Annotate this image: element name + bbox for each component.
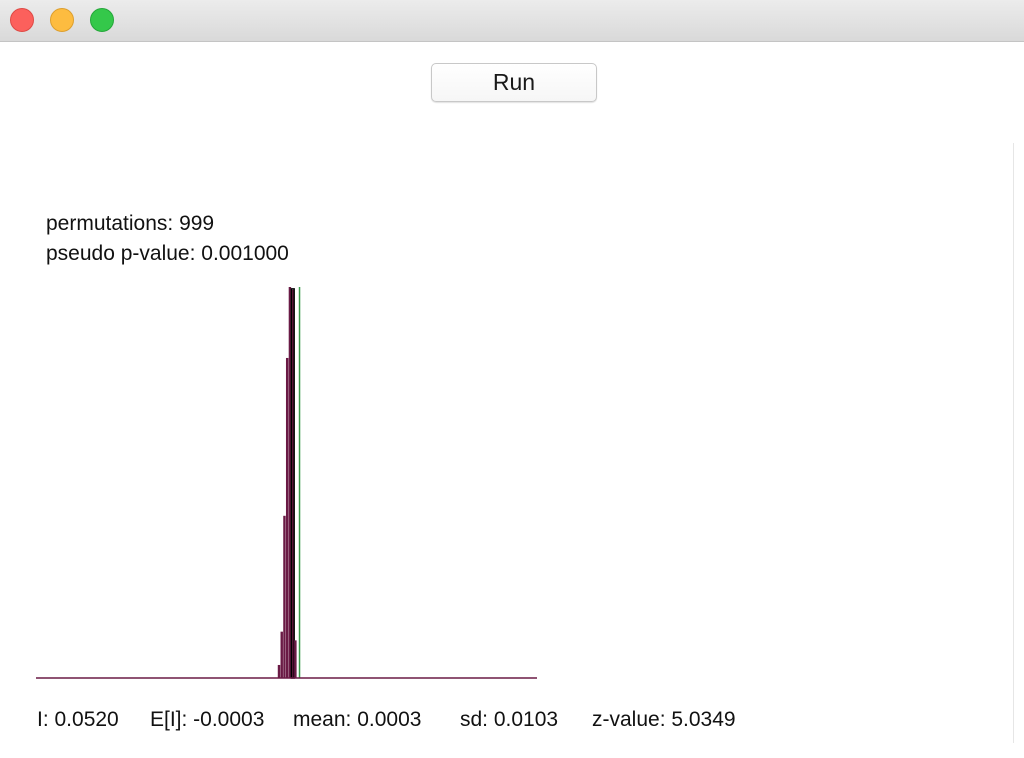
- minimize-window-button[interactable]: [50, 8, 74, 32]
- permutations-label: permutations: 999: [46, 212, 215, 235]
- close-window-button[interactable]: [10, 8, 34, 32]
- histogram-bar: [291, 289, 294, 678]
- histogram-bar: [285, 357, 289, 678]
- histogram-bar: [277, 664, 281, 678]
- observed-i-label: I: 0.0520: [37, 708, 119, 731]
- run-button[interactable]: Run: [431, 63, 597, 102]
- histogram-bar: [294, 640, 297, 678]
- pseudo-p-value-label: pseudo p-value: 0.001000: [46, 242, 289, 265]
- mean-label: mean: 0.0003: [293, 708, 422, 731]
- panel-divider: [1013, 143, 1014, 743]
- histogram-bar: [280, 631, 283, 678]
- histogram-bar: [283, 515, 286, 678]
- title-bar: [0, 0, 1024, 42]
- maximize-window-button[interactable]: [90, 8, 114, 32]
- histogram-bar: [288, 287, 292, 678]
- sd-label: sd: 0.0103: [460, 708, 559, 731]
- z-value-label: z-value: 5.0349: [592, 708, 736, 731]
- expected-i-label: E[I]: -0.0003: [150, 708, 265, 731]
